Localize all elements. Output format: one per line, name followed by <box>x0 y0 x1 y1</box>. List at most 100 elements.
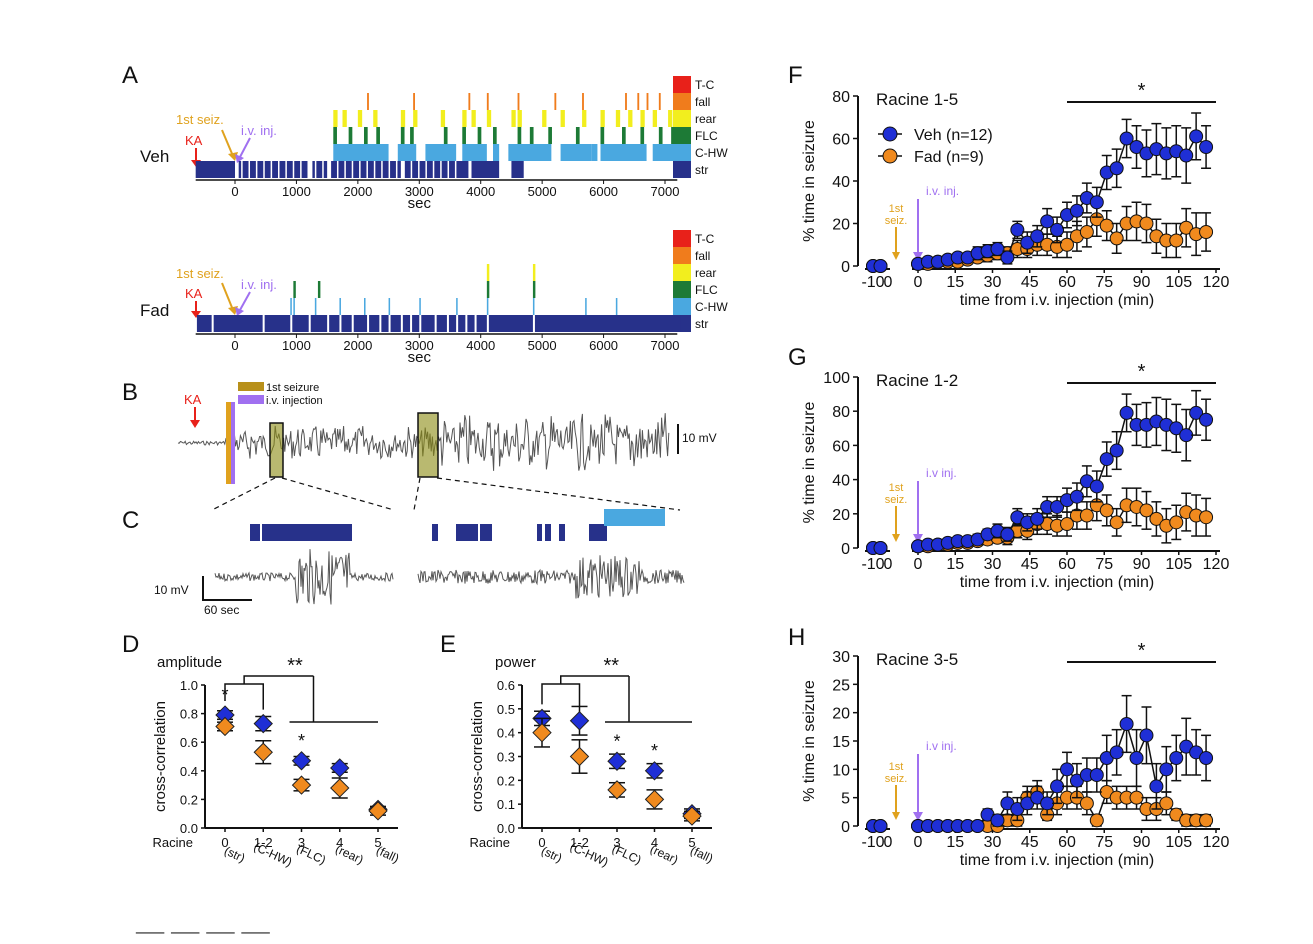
x-axis-title: sec <box>408 195 432 212</box>
data-point-fad <box>1149 511 1164 526</box>
legend-label: Fad (n=9) <box>914 149 984 166</box>
x-tick-label: 1000 <box>282 338 311 353</box>
legend-label: FLC <box>695 283 718 297</box>
y-tick-label: 0.2 <box>180 792 198 807</box>
raster-bout-2 <box>560 110 565 127</box>
data-point-veh <box>1199 751 1214 765</box>
raster-gap <box>367 315 370 332</box>
x-tick-label: 0 <box>221 835 228 850</box>
x-tick-label: 45 <box>1021 274 1039 291</box>
raster-bout-4 <box>419 298 421 315</box>
eeg-trace-zoom-2 <box>417 555 685 599</box>
legend-label: fall <box>695 249 710 263</box>
data-point-fad <box>1199 510 1214 525</box>
data-point-veh <box>1069 489 1084 504</box>
raster-bout-3 <box>364 127 368 144</box>
data-point-veh <box>1189 405 1204 420</box>
y-tick-label: 15 <box>832 734 850 751</box>
panel-letter-a: A <box>122 62 138 89</box>
raster-gap <box>211 315 214 332</box>
raster-bout-3 <box>477 127 482 144</box>
x-sub-label: (FLC) <box>294 842 328 868</box>
y-tick-label: 20 <box>832 706 850 723</box>
x-tick-label: 3000 <box>405 184 434 199</box>
raster-gap <box>410 315 413 332</box>
raster-bout-3 <box>600 127 605 144</box>
data-point-veh <box>1010 222 1025 237</box>
sig-star: * <box>1138 640 1146 662</box>
x-sub-label: (str) <box>222 844 247 866</box>
legend-label: C-HW <box>695 146 728 160</box>
raster-gap <box>465 315 468 332</box>
data-point-fad <box>1099 503 1114 518</box>
raster-bout-4 <box>628 144 647 161</box>
iv-injection-marker <box>231 402 235 484</box>
x-tick-label: 0 <box>231 338 238 353</box>
x-tick-label: 45 <box>1021 556 1039 573</box>
raster-gap <box>255 161 258 178</box>
raster-bout-1 <box>486 93 489 110</box>
data-point-veh <box>569 711 590 731</box>
panel-title: Racine 1-2 <box>876 371 958 390</box>
data-point-veh <box>1069 203 1084 218</box>
data-point-veh <box>1099 452 1114 467</box>
state-bar-str <box>456 524 478 541</box>
y-axis-title: cross-correlation <box>152 701 169 812</box>
raster-gap <box>373 161 376 178</box>
first-seizure-arrowhead <box>892 252 900 260</box>
raster-bout-4 <box>314 298 317 315</box>
raster-bout-2 <box>413 110 418 127</box>
raster-bout-4 <box>456 298 458 315</box>
y-tick-label: 0 <box>841 541 850 558</box>
raster-bout-3 <box>443 127 448 144</box>
raster-bout-2 <box>652 110 658 127</box>
raster-gap <box>314 161 317 178</box>
x-tick-label: 15 <box>946 834 964 851</box>
raster-bout-4 <box>425 144 457 161</box>
first-seizure-arrowhead <box>892 534 900 542</box>
sig-star: * <box>221 685 228 705</box>
x-tick-label: 0 <box>884 274 893 291</box>
state-bar-str <box>559 524 565 541</box>
first-seizure-label: seiz. <box>885 215 908 227</box>
x-tick-label: 90 <box>1133 274 1151 291</box>
data-point-veh <box>1129 140 1144 154</box>
y-tick-label: 0 <box>841 819 850 836</box>
x-axis-prefix: Racine <box>153 835 193 850</box>
y-tick-label: 0.4 <box>180 764 198 779</box>
data-point-fad <box>569 746 590 767</box>
legend-swatch-str <box>673 161 691 178</box>
x-tick-label: 75 <box>1095 556 1113 573</box>
data-point-fad <box>1060 517 1074 532</box>
data-point-veh <box>1060 762 1074 777</box>
x-tick-label: 2000 <box>343 184 372 199</box>
y-tick-label: 0.0 <box>180 821 198 836</box>
y-tick-label: 0.1 <box>497 797 515 812</box>
y-tick-label: 0.3 <box>497 750 515 765</box>
x-tick-label: 6000 <box>589 338 618 353</box>
data-point-fad <box>1169 233 1184 248</box>
data-point-veh <box>1089 479 1104 494</box>
data-point-veh <box>1050 222 1065 237</box>
data-point-veh <box>253 713 273 734</box>
x-tick-label: 75 <box>1095 274 1113 291</box>
first-seizure-legend-label: 1st seizure <box>266 382 319 394</box>
first-seizure-annotation: 1st seiz. <box>176 266 224 281</box>
sig-star: * <box>613 731 620 751</box>
x-sub-label: (FLC) <box>610 842 644 868</box>
raster-gap <box>432 161 435 178</box>
first-seizure-label: seiz. <box>885 773 908 785</box>
raster-gap <box>418 161 420 178</box>
y-tick-label: 20 <box>832 217 850 234</box>
eeg-trace-zoom-1 <box>214 549 394 605</box>
raster-gap <box>400 315 403 332</box>
iv-legend-label: i.v. injection <box>266 395 323 407</box>
raster-bout-4 <box>364 298 366 315</box>
data-point-fad <box>1109 231 1124 246</box>
raster-gap <box>308 315 311 332</box>
data-point-veh <box>1040 796 1055 811</box>
raster-bout-3 <box>671 127 675 144</box>
raster-gap <box>290 315 293 332</box>
